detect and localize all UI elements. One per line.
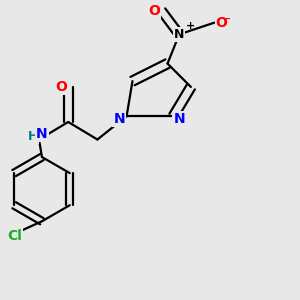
Text: N: N — [36, 127, 48, 141]
Text: O: O — [216, 16, 227, 30]
Text: O: O — [148, 4, 160, 18]
Text: H: H — [28, 130, 38, 143]
Text: −: − — [221, 13, 231, 26]
Text: Cl: Cl — [7, 229, 22, 243]
Text: N: N — [173, 112, 185, 126]
Text: O: O — [55, 80, 67, 94]
Text: N: N — [113, 112, 125, 126]
Text: N: N — [174, 28, 184, 41]
Text: +: + — [186, 21, 196, 31]
